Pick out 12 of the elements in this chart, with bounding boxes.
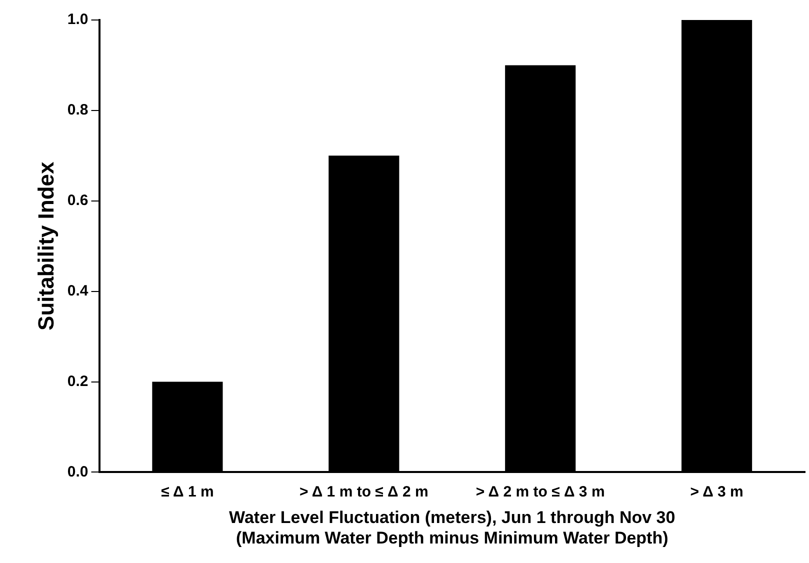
y-tick-label: 0.2 <box>67 372 88 390</box>
y-tick-label: 0.0 <box>67 463 88 480</box>
y-tick-label: 0.8 <box>67 102 88 119</box>
y-tick-label: 0.4 <box>67 282 89 300</box>
x-tick-label: ≤ Δ 1 m <box>161 483 214 500</box>
y-tick-label: 1.0 <box>67 11 88 28</box>
x-tick-label: > Δ 1 m to ≤ Δ 2 m <box>299 483 428 500</box>
y-axis-title: Suitability Index <box>33 160 58 330</box>
x-tick-label: > Δ 3 m <box>690 483 744 500</box>
x-tick-label: > Δ 2 m to ≤ Δ 3 m <box>476 483 605 500</box>
x-axis-title: Water Level Fluctuation (meters), Jun 1 through Nov 30 (Maximum Water Depth minus Minimum Water Depth) <box>229 508 676 548</box>
y-tick-label: 0.6 <box>67 192 88 210</box>
